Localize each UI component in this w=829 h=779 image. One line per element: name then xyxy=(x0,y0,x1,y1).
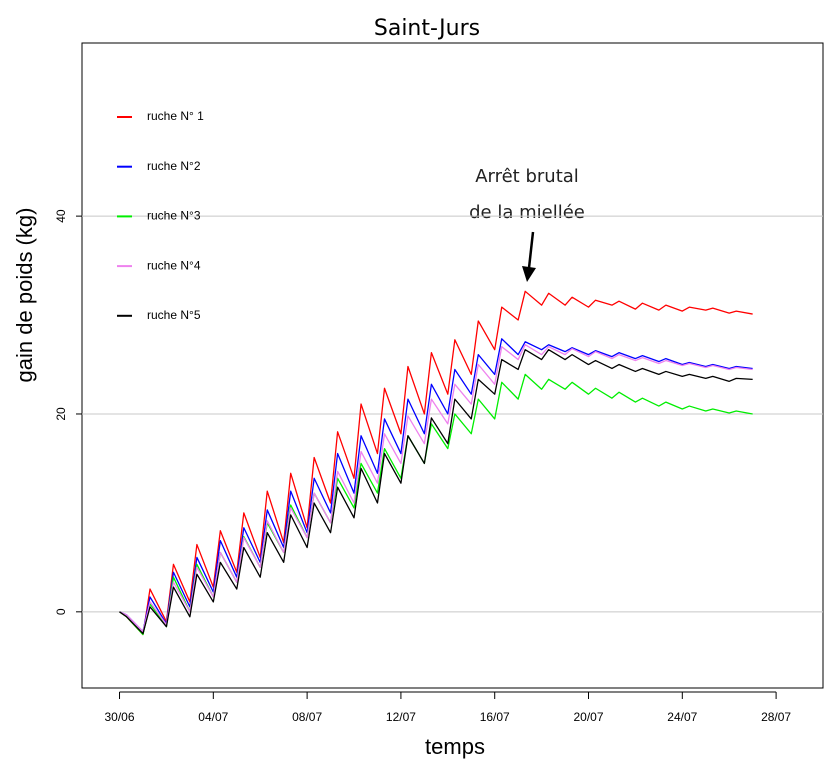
y-tick-label: 0 xyxy=(54,608,68,615)
x-tick-label: 24/07 xyxy=(667,710,697,724)
legend-label: ruche N°2 xyxy=(147,159,201,173)
x-tick-label: 28/07 xyxy=(761,710,791,724)
y-axis-title: gain de poids (kg) xyxy=(12,208,37,383)
x-tick-label: 08/07 xyxy=(292,710,322,724)
series-line xyxy=(119,338,753,633)
plot-frame xyxy=(81,42,824,689)
annotation: de la miellée xyxy=(469,202,585,223)
legend-label: ruche N°3 xyxy=(147,209,201,223)
legend-label: ruche N° 1 xyxy=(147,109,204,123)
x-tick-label: 16/07 xyxy=(480,710,510,724)
y-tick-label: 20 xyxy=(54,407,68,421)
x-axis-title: temps xyxy=(425,734,485,759)
annotation-arrowhead xyxy=(522,266,536,282)
chart-title: Saint-Jurs xyxy=(374,16,480,41)
y-tick-label: 40 xyxy=(54,209,68,223)
series-line xyxy=(119,290,753,636)
x-tick-label: 30/06 xyxy=(105,710,135,724)
legend-label: ruche N°4 xyxy=(147,258,201,272)
annotation: Arrêt brutal xyxy=(475,166,579,187)
series-line xyxy=(119,349,753,635)
annotation-arrow xyxy=(527,231,535,269)
x-tick-label: 12/07 xyxy=(386,710,416,724)
legend-label: ruche N°5 xyxy=(147,308,201,322)
x-tick-label: 04/07 xyxy=(198,710,228,724)
series-line xyxy=(119,344,753,633)
x-tick-label: 20/07 xyxy=(573,710,603,724)
